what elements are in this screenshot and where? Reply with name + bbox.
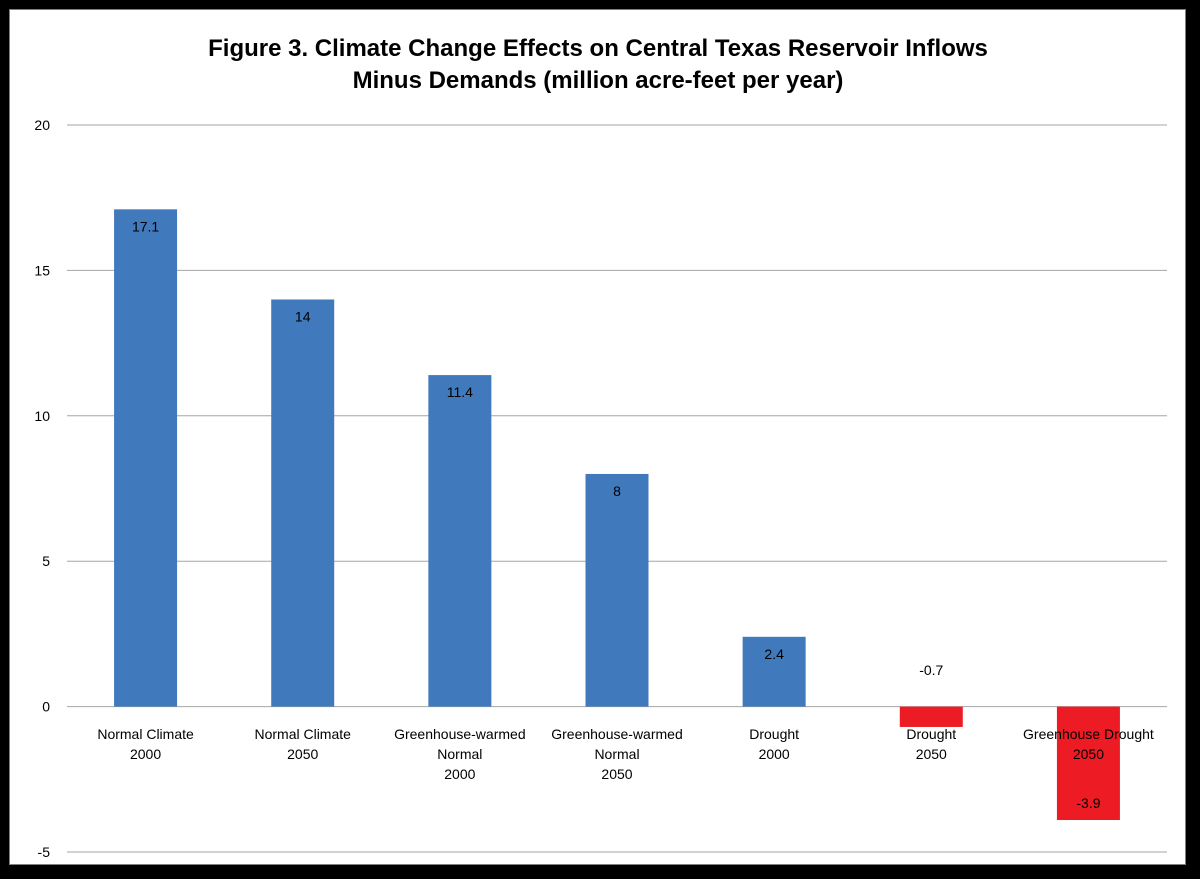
data-labels: 17.1 14 11.4 8 2.4 -0.7 -3.9	[132, 218, 1101, 811]
bar	[114, 209, 178, 707]
bar	[742, 636, 806, 707]
bar	[1056, 706, 1120, 821]
data-label: 8	[613, 483, 621, 499]
data-label: 14	[295, 308, 311, 324]
category-label: 2050	[1073, 746, 1104, 762]
category-label: Normal Climate	[97, 726, 194, 742]
category-label: 2000	[444, 766, 475, 782]
category-label: 2050	[601, 766, 632, 782]
data-label: 11.4	[447, 384, 473, 400]
category-label: Greenhouse Drought	[1023, 726, 1154, 742]
y-axis-ticks: -5 0 5 10 15 20	[34, 117, 50, 860]
bars	[114, 209, 1120, 821]
category-label: Drought	[749, 726, 799, 742]
chart-title-line: Figure 3. Climate Change Effects on Cent…	[208, 35, 988, 62]
data-label: 2.4	[764, 646, 784, 662]
category-label: Normal	[594, 746, 639, 762]
category-label: Greenhouse-warmed	[394, 726, 526, 742]
data-label: -3.9	[1076, 795, 1100, 811]
chart-canvas: Figure 3. Climate Change Effects on Cent…	[34, 35, 1167, 860]
chart-title-line: Minus Demands (million acre-feet per yea…	[353, 67, 844, 94]
y-tick-label: 0	[42, 699, 50, 715]
x-axis-categories: Normal Climate 2000 Normal Climate 2050 Gree…	[97, 726, 1154, 782]
y-tick-label: 10	[34, 408, 50, 424]
category-label: Drought	[906, 726, 956, 742]
bar	[899, 706, 963, 727]
data-label: 17.1	[132, 218, 159, 234]
y-tick-label: 20	[34, 117, 50, 133]
category-label: 2000	[759, 746, 790, 762]
category-label: Normal Climate	[254, 726, 351, 742]
data-label: -0.7	[919, 662, 943, 678]
bar	[271, 299, 335, 707]
y-tick-label: -5	[38, 844, 51, 860]
category-label: 2050	[916, 746, 947, 762]
category-label: 2000	[130, 746, 161, 762]
y-tick-label: 15	[34, 262, 50, 278]
category-label: Normal	[437, 746, 482, 762]
bar	[585, 473, 649, 707]
y-tick-label: 5	[42, 553, 50, 569]
category-label: Greenhouse-warmed	[551, 726, 683, 742]
bar	[428, 375, 492, 707]
chart-panel: Figure 3. Climate Change Effects on Cent…	[9, 9, 1186, 865]
category-label: 2050	[287, 746, 318, 762]
chart-title: Figure 3. Climate Change Effects on Cent…	[208, 35, 988, 94]
